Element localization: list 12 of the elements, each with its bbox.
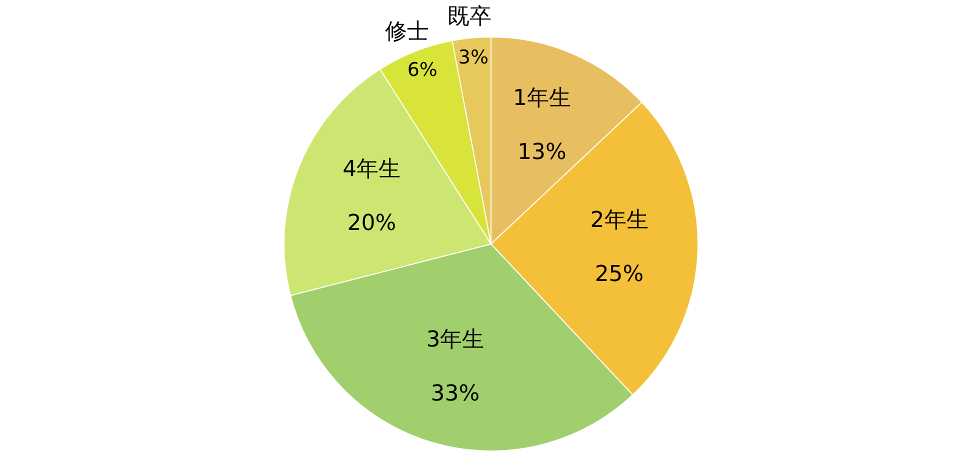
slice-label: 1年生 <box>512 86 571 112</box>
data-label: 25% <box>594 262 644 288</box>
data-label: 6% <box>407 58 438 81</box>
slice-label: 4年生 <box>342 156 401 182</box>
data-label: 33% <box>430 381 480 406</box>
slice-label: 3年生 <box>426 327 484 352</box>
slice-label: 修士 <box>385 19 430 44</box>
data-label: 3% <box>458 46 489 69</box>
data-label: 20% <box>347 210 396 236</box>
data-label: 13% <box>518 140 566 166</box>
slice-label: 2年生 <box>590 208 648 234</box>
slice-label: 既卒 <box>448 4 492 30</box>
